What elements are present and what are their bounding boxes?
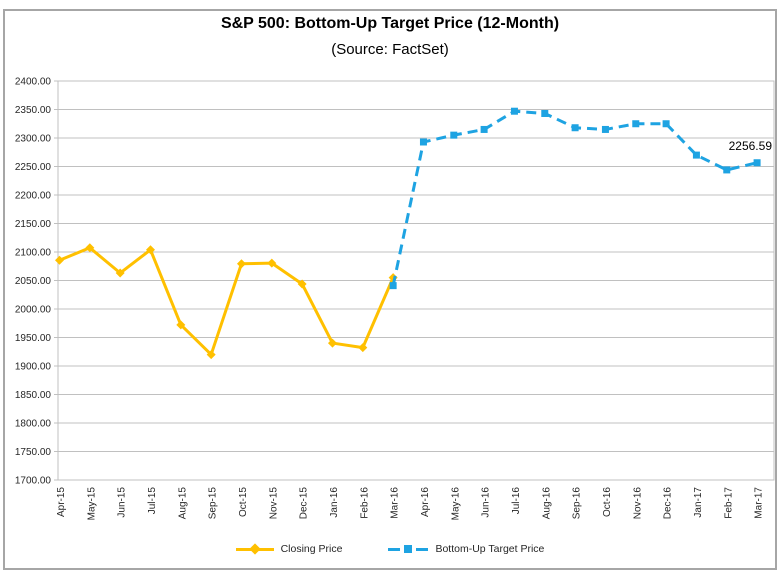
bottom-up-target-price-line: [391, 109, 758, 286]
x-tick-label-jan-16: Jan-16: [329, 487, 340, 518]
data-point-marker: [753, 159, 761, 167]
y-tick-label-2000: 2000.00: [15, 305, 52, 316]
y-tick-label-1950: 1950.00: [15, 333, 52, 344]
x-tick-label-dec-15: Dec-15: [299, 487, 310, 520]
x-tick-label-feb-17: Feb-17: [723, 487, 734, 519]
y-tick-label-2250: 2250.00: [15, 162, 52, 173]
bottom-up-target-price-series: [389, 107, 761, 290]
data-point-marker: [632, 120, 640, 128]
data-point-marker: [267, 258, 277, 268]
data-point-marker: [55, 255, 64, 265]
y-tick-label-1850: 1850.00: [15, 390, 52, 401]
data-point-marker: [450, 131, 458, 139]
data-point-marker: [571, 124, 579, 132]
y-tick-label-2100: 2100.00: [15, 248, 52, 259]
closing-price-line: [58, 246, 395, 357]
data-point-marker: [145, 245, 155, 255]
plot-border: [57, 80, 775, 481]
chart-legend: Closing Price Bottom-Up Target Price: [0, 540, 780, 558]
y-tick-label-1800: 1800.00: [15, 419, 52, 430]
y-tick-label-1900: 1900.00: [15, 362, 52, 373]
data-point-marker: [358, 343, 368, 353]
data-point-marker: [206, 350, 216, 360]
y-tick-label-2400: 2400.00: [15, 77, 52, 88]
closing-price-line-icon: [235, 542, 274, 555]
y-axis-labels: 1700.00 1750.00 1800.00 1850.00 1900.00 1950.…: [15, 77, 52, 487]
x-tick-label-mar-17: Mar-17: [754, 487, 765, 519]
data-point-marker: [723, 166, 731, 174]
x-tick-label-oct-16: Oct-16: [602, 487, 613, 517]
closing-price-series: [55, 243, 398, 360]
data-point-marker: [419, 138, 427, 146]
data-point-marker: [480, 125, 488, 133]
data-point-marker: [176, 320, 186, 330]
data-point-marker: [297, 279, 307, 289]
x-tick-label-jun-15: Jun-15: [117, 487, 128, 518]
y-tick-label-2150: 2150.00: [15, 219, 52, 230]
x-tick-label-jan-17: Jan-17: [693, 487, 704, 518]
gridlines: [54, 80, 775, 481]
data-point-marker: [115, 268, 125, 278]
x-tick-label-jun-16: Jun-16: [481, 487, 492, 518]
data-point-marker: [236, 259, 246, 269]
data-point-marker: [601, 125, 609, 133]
x-tick-label-aug-15: Aug-15: [177, 487, 188, 520]
data-point-marker: [541, 109, 549, 117]
x-tick-label-nov-16: Nov-16: [632, 487, 643, 520]
legend-label-closing-price: Closing Price: [280, 543, 343, 555]
x-tick-label-feb-16: Feb-16: [359, 487, 370, 519]
x-tick-label-sep-15: Sep-15: [208, 487, 219, 520]
legend-item-target-price: Bottom-Up Target Price: [388, 543, 544, 555]
y-tick-label-2300: 2300.00: [15, 134, 52, 145]
y-tick-label-2200: 2200.00: [15, 191, 52, 202]
y-tick-label-2050: 2050.00: [15, 276, 52, 287]
target-price-data-label: 2256.59: [728, 139, 772, 153]
x-tick-label-apr-15: Apr-15: [56, 487, 67, 517]
x-tick-label-jul-16: Jul-16: [511, 487, 522, 515]
data-point-marker: [327, 338, 337, 348]
x-tick-label-mar-16: Mar-16: [390, 487, 401, 519]
data-point-marker: [510, 107, 518, 115]
chart-title: S&P 500: Bottom-Up Target Price (12-Mont…: [220, 15, 560, 32]
data-point-marker: [389, 282, 397, 290]
x-tick-label-may-15: May-15: [86, 487, 97, 521]
y-tick-label-1700: 1700.00: [15, 476, 52, 487]
data-point-marker: [662, 120, 670, 128]
data-point-marker: [85, 243, 95, 253]
x-tick-label-sep-16: Sep-16: [572, 487, 583, 520]
y-tick-label-1750: 1750.00: [15, 447, 52, 458]
x-tick-label-may-16: May-16: [450, 487, 461, 521]
x-tick-label-dec-16: Dec-16: [663, 487, 674, 520]
x-tick-label-oct-15: Oct-15: [238, 487, 249, 517]
legend-label-target-price: Bottom-Up Target Price: [435, 543, 545, 555]
chart-subtitle: (Source: FactSet): [331, 41, 449, 58]
y-tick-label-2350: 2350.00: [15, 105, 52, 116]
x-tick-label-jul-15: Jul-15: [147, 487, 158, 515]
x-tick-label-aug-16: Aug-16: [541, 487, 552, 520]
target-price-dashed-line-icon: [388, 545, 429, 553]
x-tick-label-nov-15: Nov-15: [268, 487, 279, 520]
data-point-marker: [692, 151, 700, 159]
legend-item-closing-price: Closing Price: [235, 542, 343, 555]
x-tick-label-apr-16: Apr-16: [420, 487, 431, 517]
x-axis-labels: Apr-15 May-15 Jun-15 Jul-15 Aug-15 Sep-15 Oct-…: [56, 487, 765, 521]
